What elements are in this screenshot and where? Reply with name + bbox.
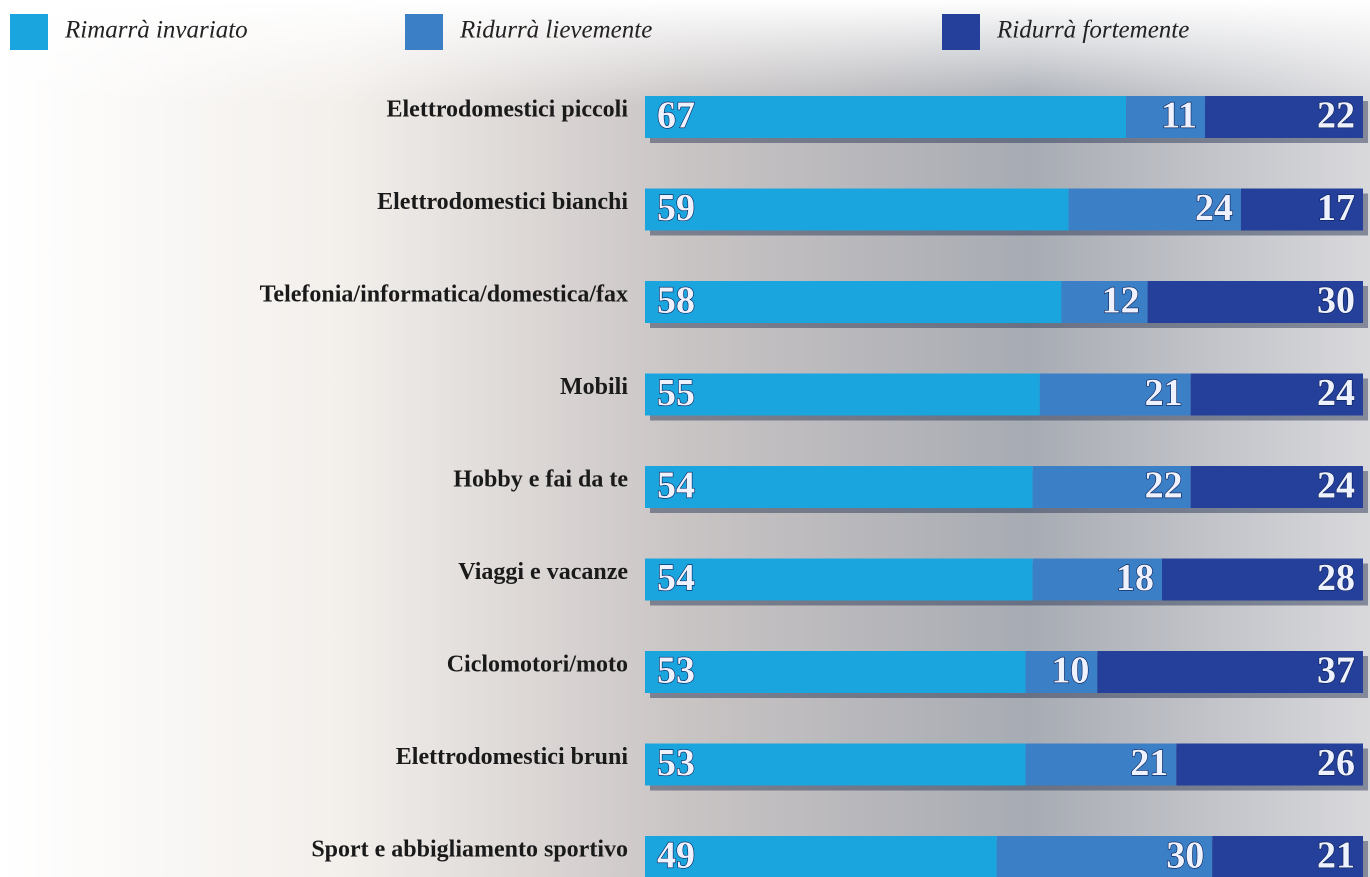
category-label: Ciclomotori/moto: [447, 652, 628, 678]
value-label: 17: [1317, 187, 1355, 229]
value-label: 28: [1317, 557, 1355, 599]
category-label: Sport e abbigliamento sportivo: [311, 837, 628, 863]
value-label: 49: [657, 835, 695, 877]
value-label: 53: [657, 650, 695, 692]
legend-swatch: [942, 14, 980, 50]
category-label: Telefonia/informatica/domestica/fax: [260, 282, 628, 308]
legend-label: Ridurrà fortemente: [996, 17, 1189, 44]
category-label: Viaggi e vacanze: [458, 559, 628, 585]
category-label: Elettrodomestici bruni: [396, 744, 629, 770]
bar-segment: [645, 651, 1026, 693]
value-label: 53: [657, 742, 695, 784]
legend-label: Ridurrà lievemente: [459, 17, 652, 44]
value-label: 55: [657, 372, 695, 414]
legend-swatch: [10, 14, 48, 50]
value-label: 21: [1130, 742, 1168, 784]
value-label: 21: [1145, 372, 1183, 414]
value-label: 67: [657, 95, 695, 137]
value-label: 24: [1317, 465, 1355, 507]
legend-swatch: [405, 14, 443, 50]
bar-segment: [645, 559, 1033, 601]
bar-segment: [645, 466, 1033, 508]
value-label: 24: [1317, 372, 1355, 414]
value-label: 11: [1161, 95, 1197, 137]
chart: Rimarrà invariato Ridurrà lievemente Ridur…: [0, 0, 1370, 877]
category-label: Mobili: [560, 374, 628, 400]
category-label: Hobby e fai da te: [453, 467, 628, 493]
value-label: 54: [657, 557, 695, 599]
value-label: 21: [1317, 835, 1355, 877]
bar-segment: [645, 836, 997, 877]
value-label: 18: [1116, 557, 1154, 599]
bar-segment: [645, 744, 1026, 786]
bar-segment: [645, 189, 1069, 231]
value-label: 26: [1317, 742, 1355, 784]
bar-segment: [645, 281, 1061, 323]
value-label: 54: [657, 465, 695, 507]
category-label: Elettrodomestici bianchi: [377, 189, 628, 215]
value-label: 10: [1051, 650, 1089, 692]
category-label: Elettrodomestici piccoli: [387, 97, 629, 123]
legend-label: Rimarrà invariato: [64, 17, 248, 44]
value-label: 59: [657, 187, 695, 229]
value-label: 30: [1317, 280, 1355, 322]
value-label: 58: [657, 280, 695, 322]
value-label: 24: [1195, 187, 1233, 229]
value-label: 22: [1317, 95, 1355, 137]
value-label: 12: [1102, 280, 1140, 322]
value-label: 22: [1145, 465, 1183, 507]
value-label: 37: [1317, 650, 1355, 692]
value-label: 30: [1166, 835, 1204, 877]
bar-segment: [645, 96, 1126, 138]
bar-segment: [645, 374, 1040, 416]
